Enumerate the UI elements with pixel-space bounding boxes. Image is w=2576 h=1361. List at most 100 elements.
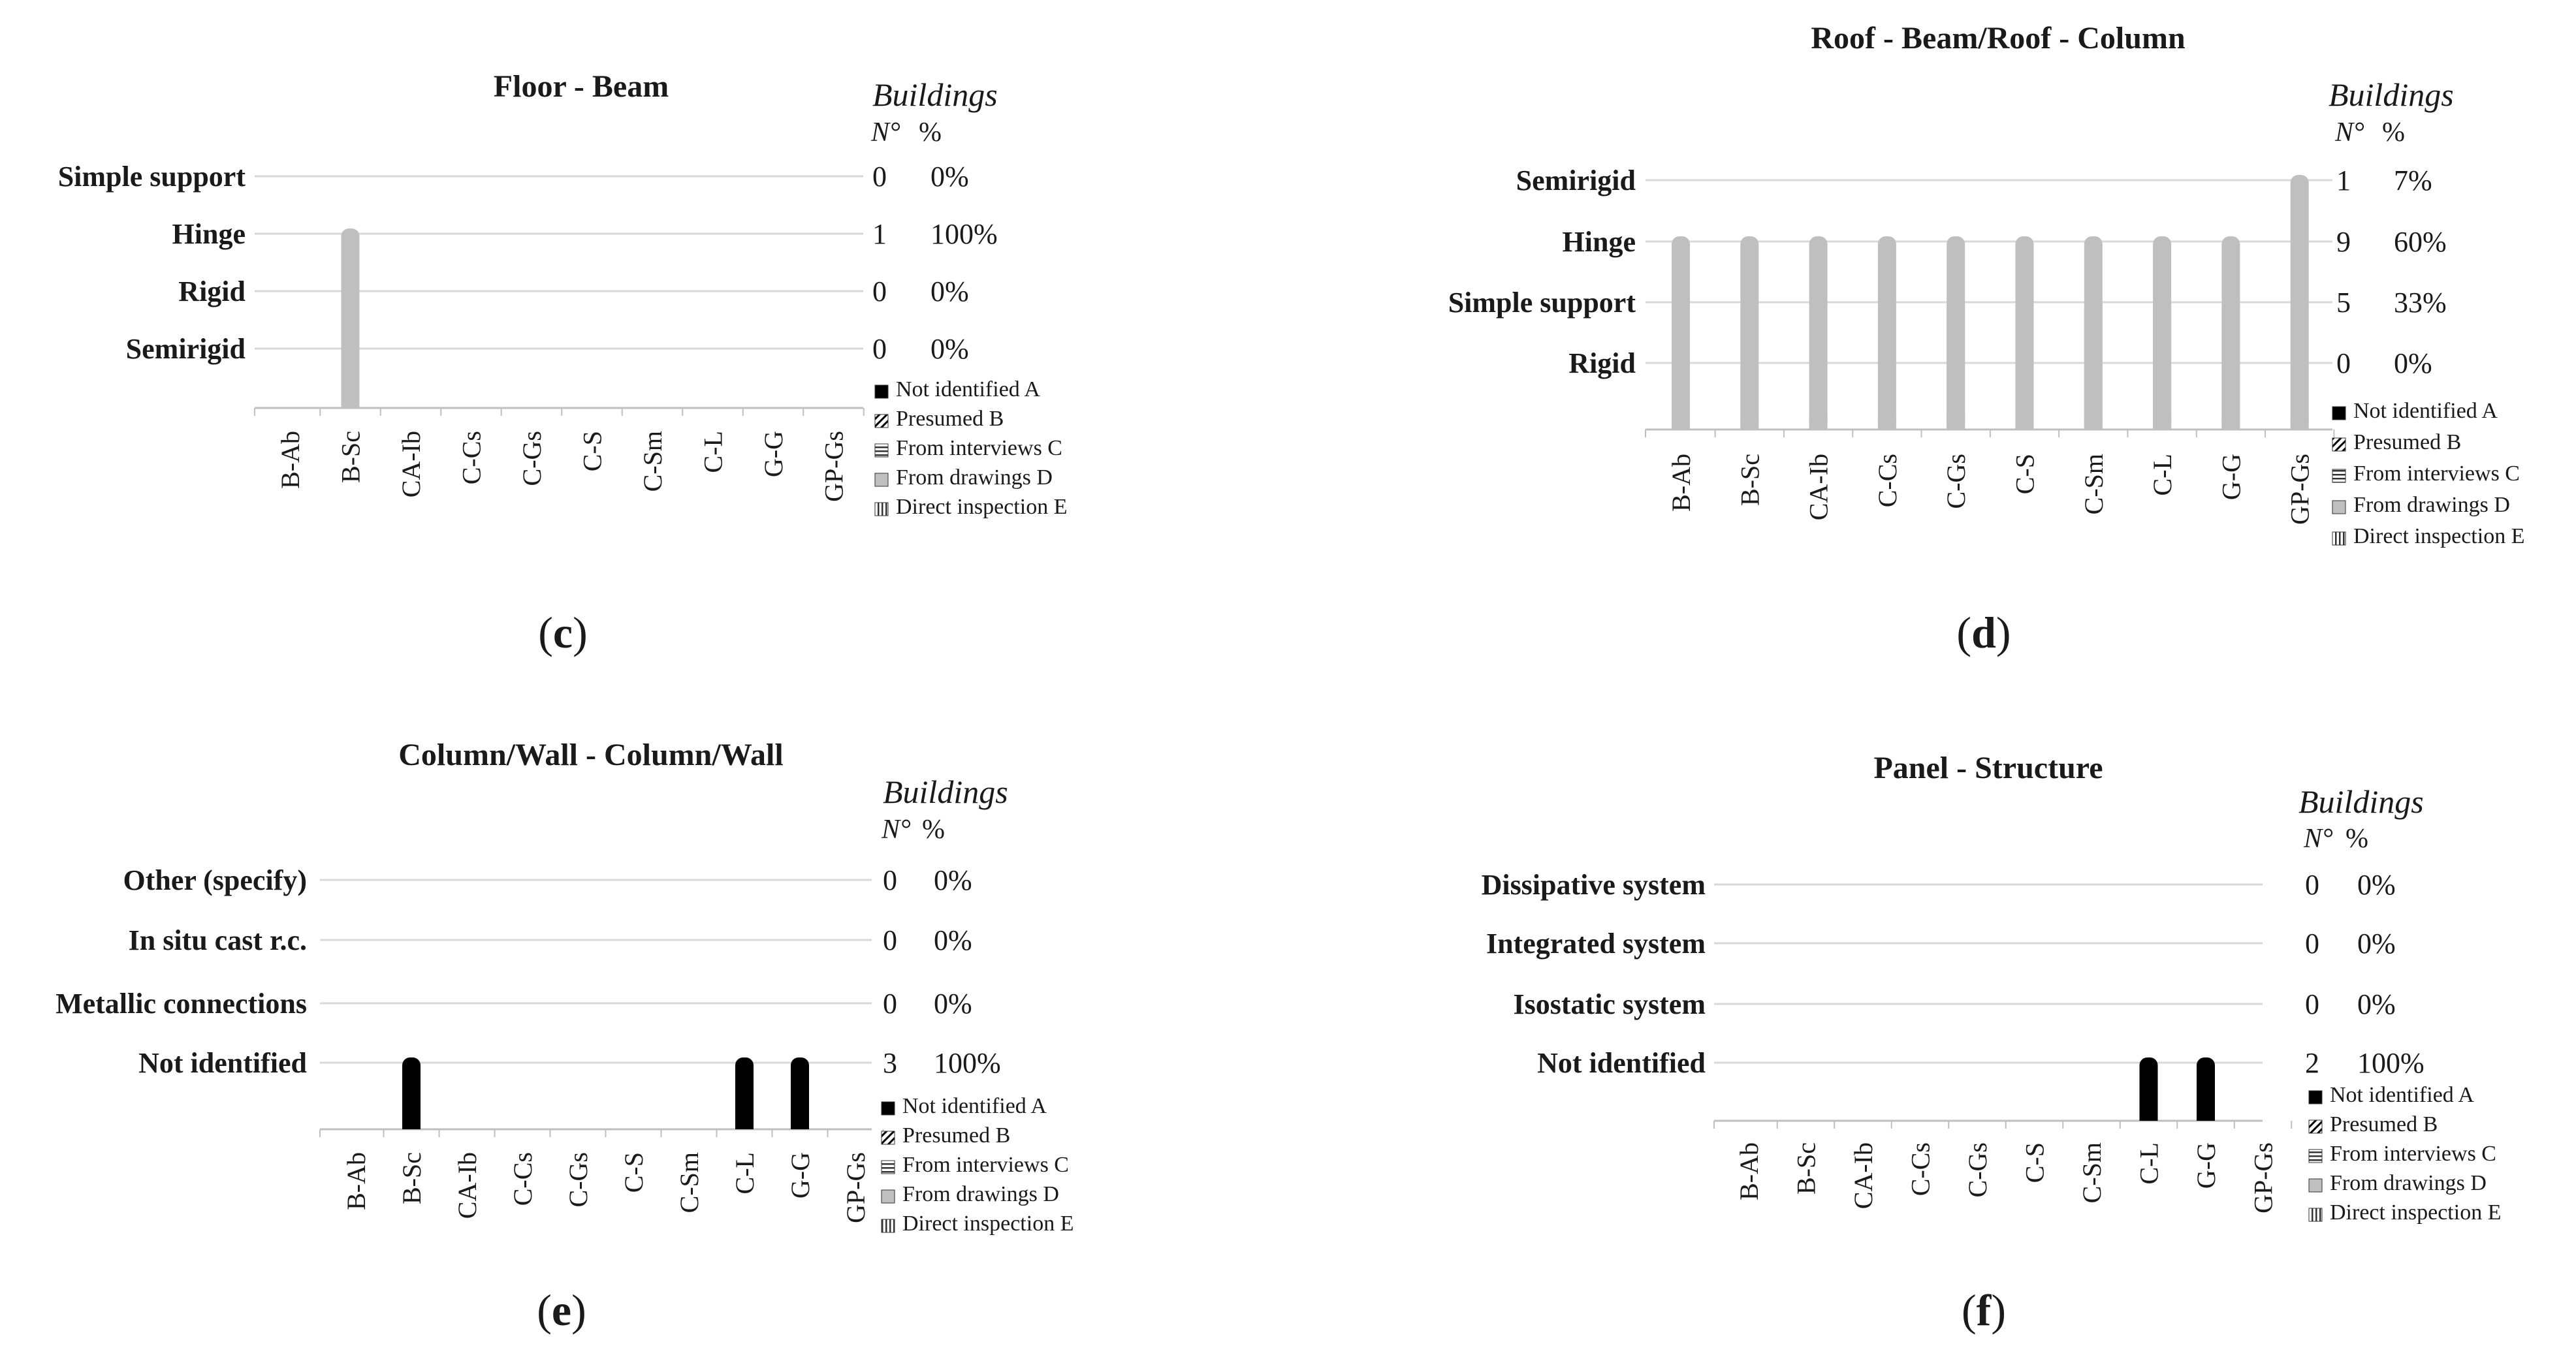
- bar-base: [735, 1116, 754, 1129]
- legend-label: From interviews C: [902, 1153, 1069, 1177]
- row-count: 1: [2336, 164, 2351, 196]
- category-tick-label: C-Gs: [564, 1152, 593, 1207]
- row-label: Hinge: [1563, 226, 1636, 258]
- panel-label: (e): [537, 1285, 586, 1335]
- category-tick-label: G-G: [2216, 454, 2246, 500]
- bar: [2139, 1057, 2158, 1121]
- category-tick-label: B-Sc: [1735, 454, 1764, 506]
- row-count: 0: [883, 864, 897, 896]
- bar-base: [2084, 416, 2103, 430]
- row-label: Metallic connections: [56, 988, 307, 1020]
- bar-base: [2197, 1108, 2215, 1121]
- legend-swatch: [2308, 1090, 2323, 1104]
- panel-label-open: (: [1962, 1285, 1977, 1335]
- legend-label: From drawings D: [896, 465, 1053, 490]
- category-tick-label: C-Gs: [1963, 1142, 1992, 1197]
- legend-label: Direct inspection E: [902, 1212, 1073, 1236]
- category-tick-label: B-Sc: [336, 431, 366, 483]
- bar: [341, 228, 360, 408]
- row-percent: 0%: [934, 864, 972, 896]
- row-label: Rigid: [1568, 347, 1636, 379]
- legend-swatch: [2332, 531, 2346, 546]
- panel-label: (f): [1962, 1285, 2006, 1335]
- category-tick-label: G-G: [759, 431, 788, 477]
- legend-swatch: [2332, 500, 2346, 514]
- legend-label: Direct inspection E: [2353, 524, 2524, 548]
- row-percent: 0%: [930, 161, 969, 193]
- category-tick-label: CA-Ib: [1804, 454, 1834, 520]
- bar: [791, 1057, 809, 1129]
- count-header: N°: [881, 815, 911, 845]
- row-count: 0: [2305, 988, 2319, 1020]
- panel-label-letter: f: [1977, 1285, 1992, 1335]
- row-count: 0: [872, 333, 887, 365]
- category-tick-label: C-Sm: [638, 431, 667, 492]
- bar: [2197, 1057, 2215, 1121]
- buildings-header: Buildings: [883, 774, 1008, 810]
- row-percent: 60%: [2394, 226, 2447, 258]
- row-percent: 0%: [2357, 988, 2396, 1020]
- legend-label: From drawings D: [902, 1182, 1059, 1206]
- bar-base: [2221, 416, 2240, 430]
- legend-label: From interviews C: [2353, 461, 2520, 486]
- legend-label: Presumed B: [902, 1123, 1010, 1148]
- bar-base: [2153, 416, 2172, 430]
- legend-label: Not identified A: [896, 377, 1040, 401]
- row-label: Not identified: [138, 1047, 307, 1079]
- category-tick-label: C-Cs: [1873, 454, 1902, 507]
- panel-label-letter: e: [552, 1285, 571, 1335]
- row-count: 0: [883, 924, 897, 956]
- panel-label: (c): [538, 608, 588, 657]
- buildings-header: Buildings: [872, 76, 998, 113]
- legend-label: Not identified A: [902, 1094, 1047, 1118]
- category-tick-label: CA-Ib: [396, 431, 426, 497]
- bar-base: [2139, 1108, 2158, 1121]
- category-tick-label: C-L: [2135, 1142, 2164, 1184]
- row-percent: 100%: [2357, 1047, 2425, 1079]
- row-label: Integrated system: [1486, 928, 1706, 960]
- legend-swatch: [874, 443, 889, 458]
- row-label: Simple support: [1448, 287, 1636, 319]
- row-label: Hinge: [172, 218, 246, 250]
- panel-label-letter: d: [1971, 608, 1996, 657]
- legend-swatch: [2332, 437, 2346, 452]
- category-tick-label: C-Gs: [517, 431, 547, 486]
- bar: [2290, 175, 2309, 430]
- panel-label-open: (: [537, 1285, 552, 1335]
- percent-header: %: [919, 117, 942, 148]
- category-tick-label: C-S: [578, 431, 607, 471]
- panel-label: (d): [1956, 608, 2011, 657]
- category-tick-label: CA-Ib: [453, 1152, 482, 1219]
- chart-panel-d: Roof - Beam/Roof - Column Buildings N° % Sem…: [1448, 21, 2525, 657]
- legend-label: Presumed B: [2330, 1112, 2438, 1136]
- category-tick-label: C-Gs: [1941, 454, 1971, 508]
- category-tick-label: GP-Gs: [2285, 454, 2315, 525]
- category-tick-label: G-G: [2191, 1142, 2221, 1189]
- row-count: 0: [872, 161, 887, 193]
- row-label: Semirigid: [1516, 164, 1636, 196]
- bar-base: [1672, 416, 1690, 430]
- legend-swatch: [2308, 1178, 2323, 1193]
- category-tick-label: C-S: [2020, 1142, 2050, 1183]
- count-header: N°: [2334, 117, 2364, 148]
- legend-swatch: [874, 384, 889, 399]
- legend-label: Direct inspection E: [896, 495, 1067, 519]
- category-tick-label: B-Ab: [1734, 1142, 1764, 1200]
- bar-base: [402, 1116, 421, 1129]
- row-label: In situ cast r.c.: [129, 924, 307, 956]
- legend-label: Presumed B: [896, 407, 1004, 431]
- category-tick-label: C-Sm: [2079, 454, 2108, 514]
- category-tick-label: G-G: [786, 1152, 815, 1198]
- category-tick-label: C-Sm: [2077, 1142, 2107, 1203]
- row-count: 0: [872, 275, 887, 307]
- row-percent: 0%: [930, 275, 969, 307]
- chart-title: Panel - Structure: [1873, 751, 2103, 785]
- buildings-header: Buildings: [2329, 76, 2454, 113]
- legend-swatch: [881, 1131, 895, 1145]
- chart-panel-c: Floor - Beam Buildings N° % Simple support 0 0…: [58, 69, 1068, 657]
- category-tick-label: CA-Ib: [1849, 1142, 1878, 1209]
- row-count: 2: [2305, 1047, 2319, 1079]
- panel-label-close: ): [1996, 608, 2011, 657]
- legend-swatch: [881, 1219, 895, 1233]
